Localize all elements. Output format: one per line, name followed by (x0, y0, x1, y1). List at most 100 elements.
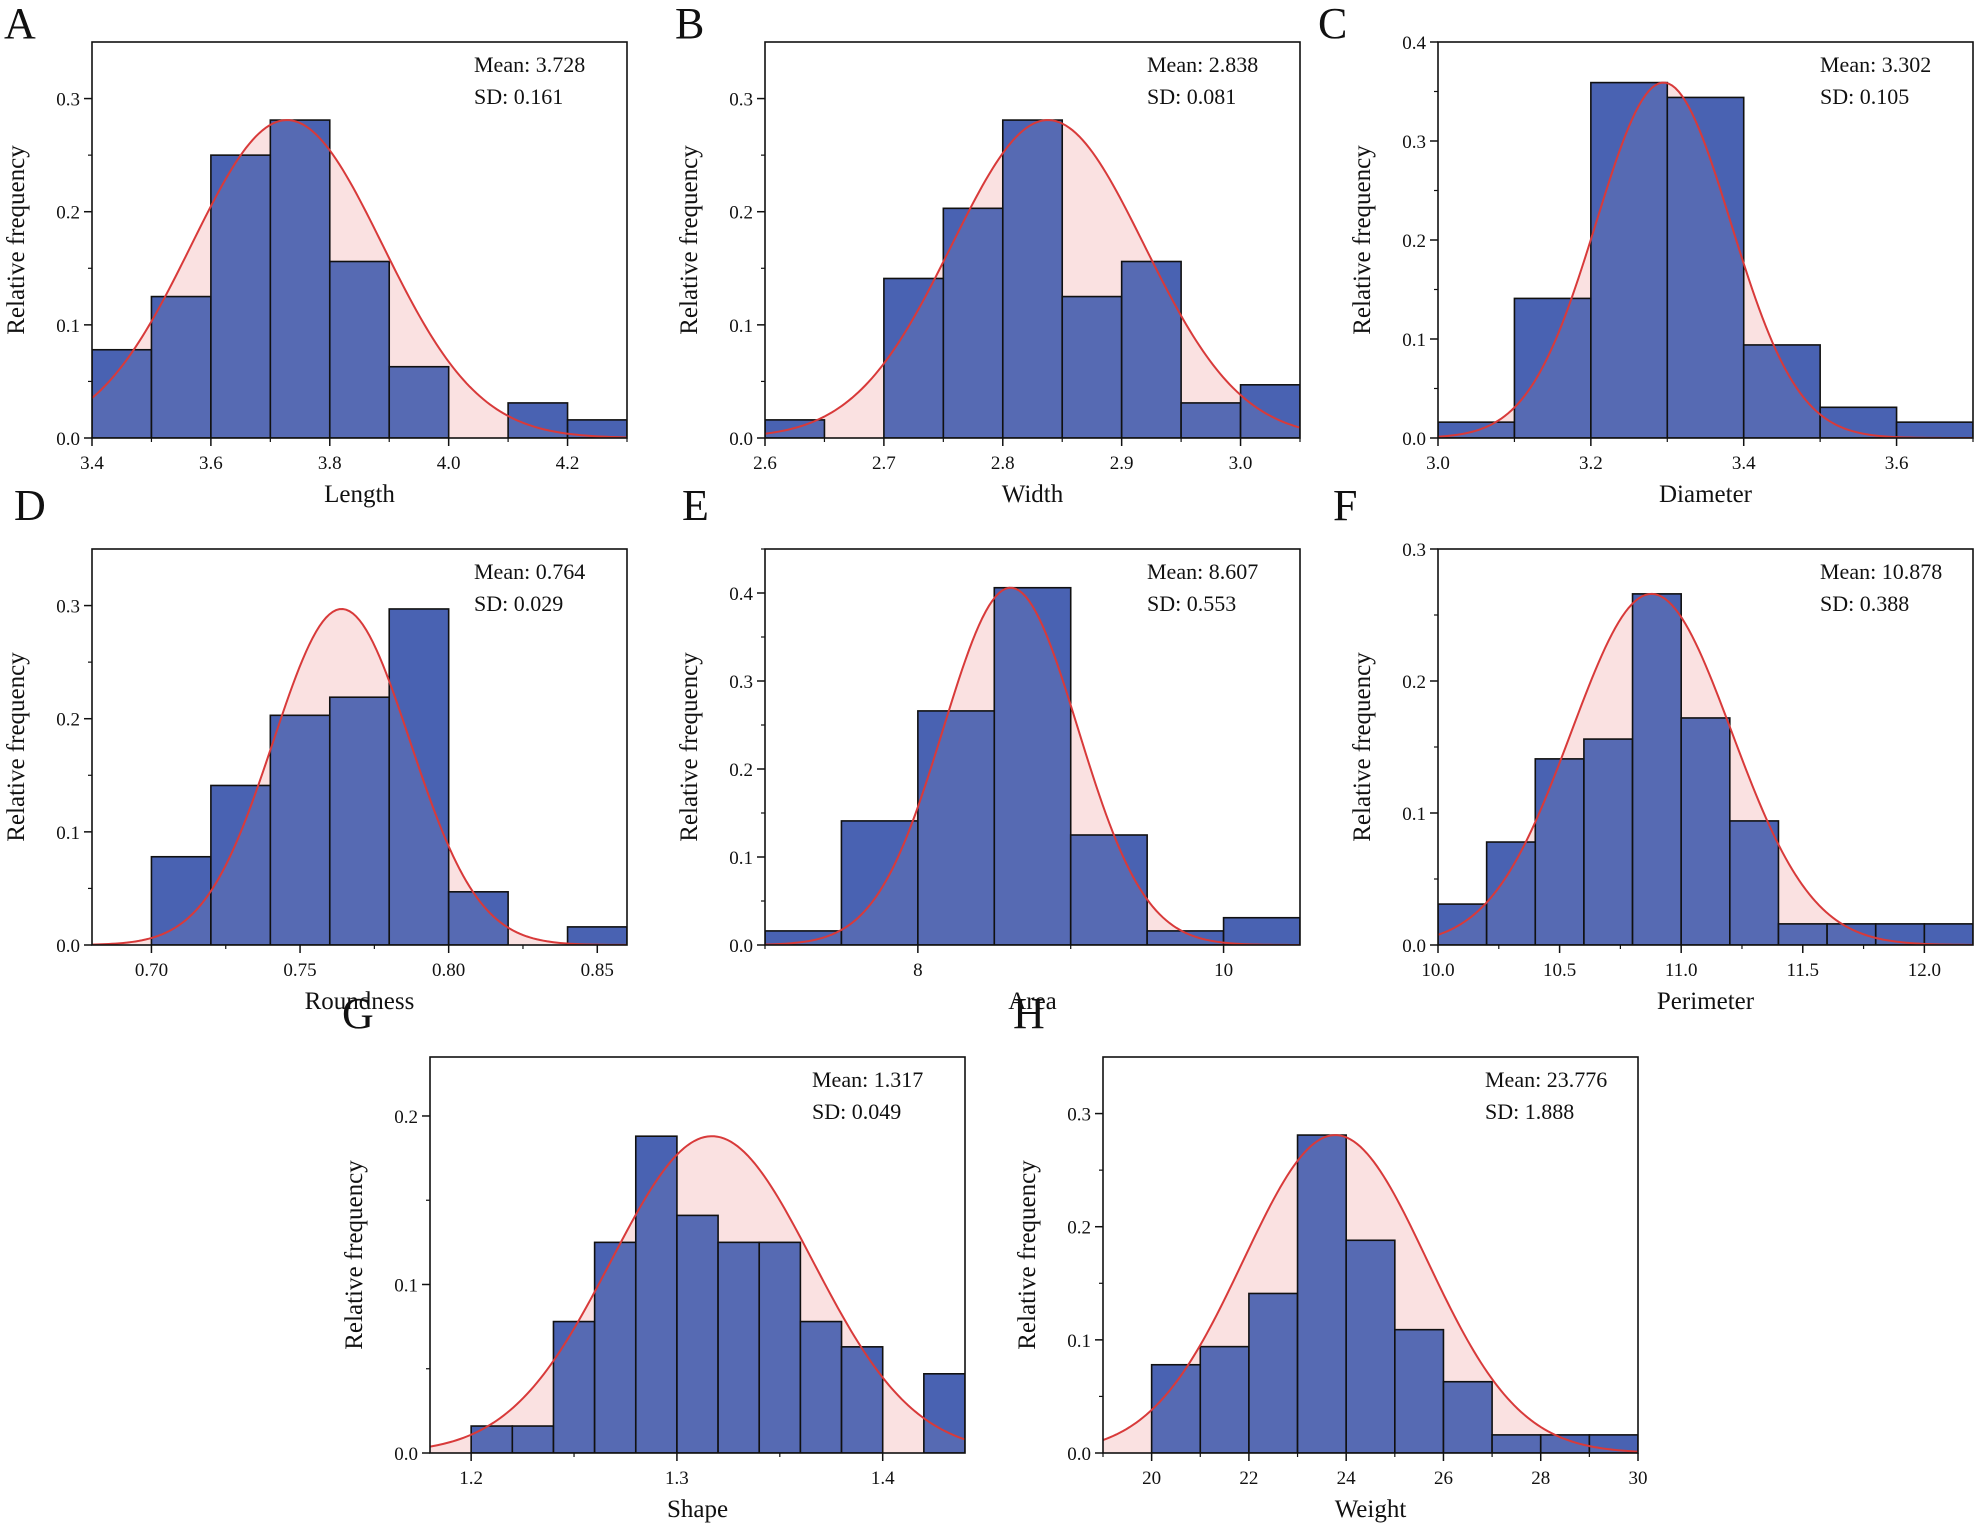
bar (1826, 923, 1877, 945)
y-axis-title: Relative frequency (676, 652, 703, 842)
bar (1069, 834, 1148, 945)
x-tick-label: 11.0 (1665, 960, 1698, 981)
sd-label: SD: 0.105 (1820, 84, 1909, 109)
x-tick-label: 28 (1531, 1468, 1550, 1489)
y-axis-title: Relative frequency (1014, 1160, 1041, 1350)
bar (552, 1320, 596, 1453)
plot-frame (764, 41, 1301, 439)
sd-label: SD: 0.049 (812, 1099, 901, 1124)
bar (269, 119, 331, 438)
bar (1777, 923, 1828, 945)
x-tick-label: 10.0 (1421, 960, 1454, 981)
y-tick-label: 0.1 (394, 1275, 418, 1296)
panel-letter: B (675, 0, 704, 48)
y-axis-title: Relative frequency (1349, 652, 1376, 842)
bar (388, 365, 450, 438)
panel-b: 0.0 0.1 0.2 0.3 2.6 2.7 2.8 2.9 3.0 Width Relative… (675, 0, 1301, 508)
bar (634, 1135, 678, 1453)
bars-front (765, 119, 1300, 438)
x-axis-title: Roundness (305, 988, 415, 1015)
bar (1180, 402, 1242, 438)
bars-front (1438, 81, 1973, 438)
bar (328, 260, 391, 438)
bars-front (1150, 1134, 1638, 1453)
x-tick-label: 1.3 (665, 1468, 689, 1489)
y-tick-label: 0.0 (729, 429, 753, 450)
bar (840, 1346, 884, 1453)
y-tick-label: 0.1 (56, 823, 80, 844)
y-tick-label: 0.0 (1067, 1444, 1091, 1465)
fit-curve (1438, 592, 1973, 945)
panel-letter: C (1318, 0, 1347, 48)
y-tick-label: 0.1 (1067, 1331, 1091, 1352)
x-tick-label: 1.4 (871, 1468, 895, 1489)
bar (1491, 1434, 1542, 1453)
y-tick-label: 0.2 (729, 203, 753, 224)
plot-frame (91, 548, 628, 946)
bars-front (765, 586, 1300, 945)
fit-curve (765, 586, 1300, 945)
x-tick-label: 26 (1434, 1468, 1453, 1489)
x-tick-label: 3.0 (1229, 453, 1253, 474)
x-axis-title: Weight (1335, 1496, 1407, 1523)
x-tick-label: 3.6 (1885, 453, 1909, 474)
y-tick-label: 0.1 (1402, 330, 1426, 351)
mean-label: Mean: 2.838 (1147, 52, 1258, 77)
bar (1394, 1328, 1445, 1453)
bar (676, 1214, 719, 1453)
mean-label: Mean: 10.878 (1820, 559, 1942, 584)
mean-label: Mean: 3.302 (1820, 52, 1931, 77)
mean-label: Mean: 23.776 (1485, 1067, 1607, 1092)
x-tick-label: 30 (1629, 1468, 1648, 1489)
bar (993, 586, 1072, 945)
panel-g: 0.0 0.1 0.2 1.2 1.3 1.4 Shape Relative frequenc… (341, 989, 966, 1523)
bar (1590, 81, 1669, 438)
x-tick-label: 3.4 (80, 453, 104, 474)
x-axis-title: Shape (667, 1496, 728, 1523)
y-axis-title: Relative frequency (341, 1160, 368, 1350)
bar (1729, 820, 1780, 945)
x-tick-label: 0.70 (135, 960, 168, 981)
bar (1534, 758, 1585, 945)
y-tick-label: 0.3 (56, 597, 80, 618)
plot-frame (429, 1056, 966, 1454)
y-tick-label: 0.3 (1067, 1105, 1091, 1126)
bar (1631, 593, 1682, 945)
x-tick-label: 3.0 (1426, 453, 1450, 474)
x-tick-label: 11.5 (1786, 960, 1819, 981)
fit-curve (1438, 81, 1973, 438)
y-tick-label: 0.3 (1402, 132, 1426, 153)
fit-curve (430, 1135, 965, 1448)
x-tick-label: 3.6 (199, 453, 223, 474)
y-tick-label: 0.0 (56, 936, 80, 957)
x-tick-label: 3.4 (1732, 453, 1756, 474)
x-tick-label: 20 (1142, 1468, 1161, 1489)
bar (210, 154, 272, 438)
x-tick-label: 3.8 (318, 453, 342, 474)
fit-curve (92, 119, 627, 438)
bar (593, 1241, 637, 1453)
bar (799, 1320, 843, 1453)
sd-label: SD: 0.553 (1147, 591, 1236, 616)
y-tick-label: 0.0 (394, 1444, 418, 1465)
x-tick-label: 4.0 (437, 453, 461, 474)
x-axis-title: Perimeter (1657, 988, 1755, 1015)
y-tick-label: 0.2 (56, 710, 80, 731)
x-axis-title: Area (1008, 988, 1057, 1015)
y-tick-label: 0.4 (1402, 33, 1426, 54)
x-tick-label: 1.2 (459, 1468, 483, 1489)
x-tick-label: 0.85 (581, 960, 614, 981)
bar (1583, 738, 1634, 945)
x-tick-label: 10 (1214, 960, 1233, 981)
bar (1061, 295, 1123, 438)
y-tick-label: 0.2 (1067, 1218, 1091, 1239)
mean-label: Mean: 0.764 (474, 559, 585, 584)
x-tick-label: 2.6 (753, 453, 777, 474)
y-tick-label: 0.1 (56, 316, 80, 337)
x-tick-label: 0.80 (432, 960, 465, 981)
y-tick-label: 0.2 (56, 203, 80, 224)
bar (150, 855, 212, 945)
y-tick-label: 0.3 (56, 90, 80, 111)
panel-letter: A (4, 0, 36, 48)
bars-front (1438, 593, 1973, 945)
